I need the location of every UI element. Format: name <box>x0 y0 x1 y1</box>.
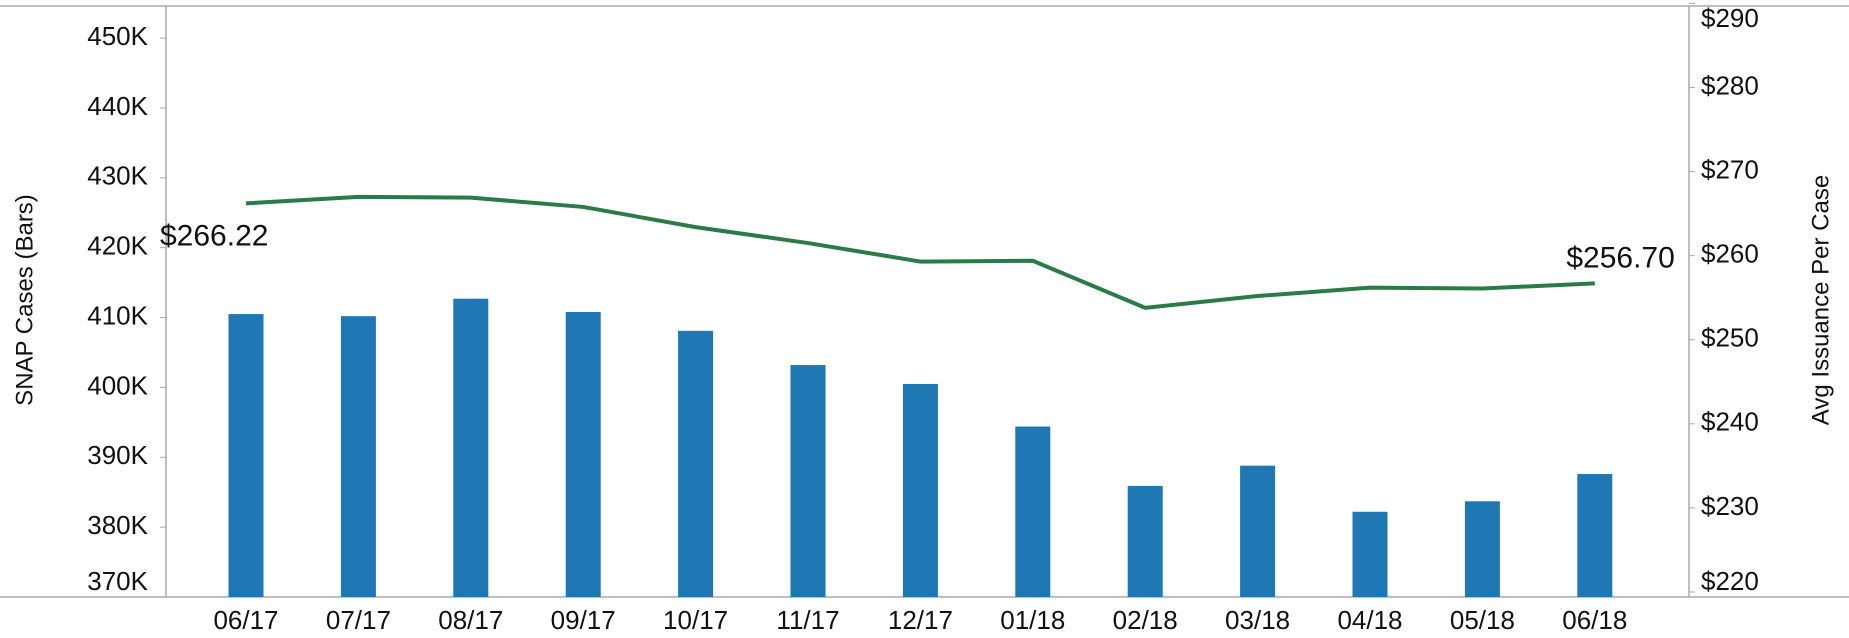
x-tick-label: 06/18 <box>1562 605 1627 635</box>
y2-tick-label: $270 <box>1701 154 1759 184</box>
y2-tick-label: $220 <box>1701 566 1759 596</box>
data-label: $256.70 <box>1566 241 1674 274</box>
bar <box>228 314 264 597</box>
x-tick-label: 10/17 <box>663 605 728 635</box>
bar <box>678 330 714 597</box>
bar <box>1240 465 1276 597</box>
x-tick-label: 05/18 <box>1450 605 1515 635</box>
x-tick-label: 08/17 <box>438 605 503 635</box>
line <box>245 194 1595 310</box>
y-tick-label: 400K <box>87 370 148 400</box>
y2-axis-title: Avg Issuance Per Case <box>1807 175 1834 425</box>
bar <box>1127 485 1163 597</box>
bar <box>565 311 601 597</box>
y2-tick-label: $260 <box>1701 239 1759 269</box>
x-tick-label: 03/18 <box>1225 605 1290 635</box>
x-tick-label: 06/17 <box>213 605 278 635</box>
bar <box>1015 426 1051 597</box>
y2-tick-label: $240 <box>1701 407 1759 437</box>
y-tick-label: 380K <box>87 510 148 540</box>
y-tick-label: 370K <box>87 566 148 596</box>
y2-tick-label: $230 <box>1701 491 1759 521</box>
y-tick-label: 390K <box>87 440 148 470</box>
y-tick-label: 430K <box>87 161 148 191</box>
y2-tick-label: $290 <box>1701 3 1759 33</box>
y2-tick-label: $280 <box>1701 70 1759 100</box>
bar <box>1577 474 1613 597</box>
y-tick-label: 450K <box>87 21 148 51</box>
bar <box>902 383 938 597</box>
data-label: $266.22 <box>160 219 268 252</box>
y-tick-label: 420K <box>87 231 148 261</box>
x-tick-label: 11/17 <box>776 605 839 635</box>
bar <box>453 298 489 597</box>
x-tick-label: 04/18 <box>1337 605 1402 635</box>
y-axis-title: SNAP Cases (Bars) <box>11 194 38 406</box>
bar <box>340 316 376 597</box>
x-tick-label: 07/17 <box>326 605 391 635</box>
y2-tick-label: $250 <box>1701 323 1759 353</box>
bar <box>1352 511 1388 597</box>
x-tick-label: 01/18 <box>1000 605 1065 635</box>
y-tick-label: 440K <box>87 91 148 121</box>
x-tick-label: 02/18 <box>1113 605 1178 635</box>
bar <box>1464 501 1500 597</box>
x-tick-label: 09/17 <box>551 605 616 635</box>
bar <box>790 365 826 597</box>
x-tick-label: 12/17 <box>888 605 953 635</box>
y-tick-label: 410K <box>87 300 148 330</box>
